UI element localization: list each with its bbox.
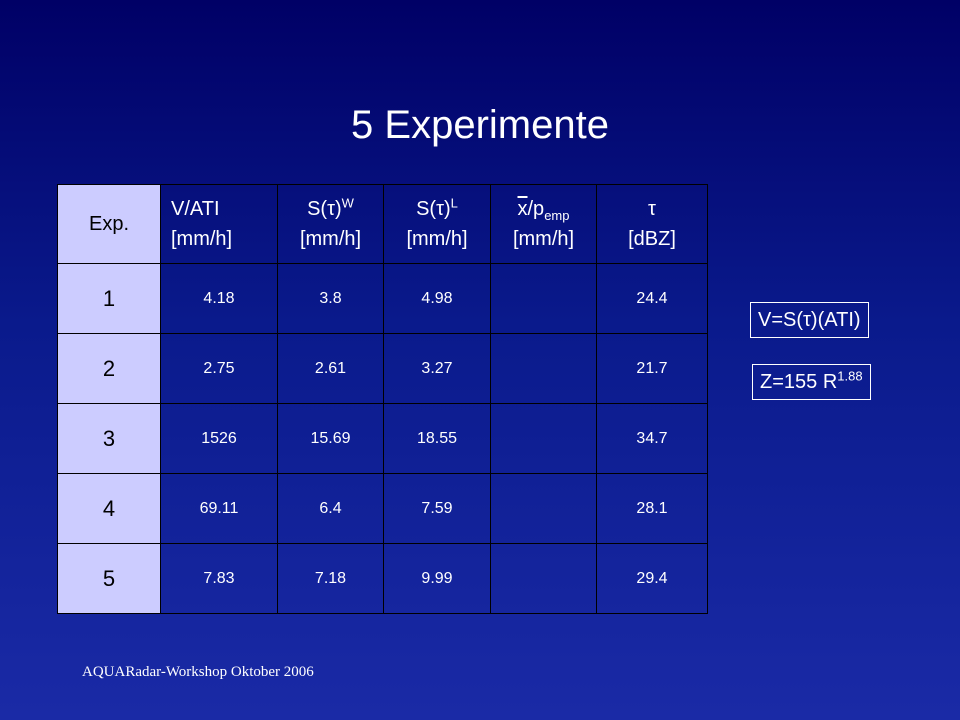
cell-x-p-emp (490, 473, 597, 544)
cell-s-tau-w: 15.69 (277, 403, 384, 474)
header-s-tau-w-unit: [mm/h] (299, 228, 362, 250)
cell-x-p-emp (490, 263, 597, 334)
cell-s-tau-w: 7.18 (277, 543, 384, 614)
cell-s-tau-w: 2.61 (277, 333, 384, 404)
row-exp-number: 1 (57, 263, 161, 334)
header-s-tau-l-unit: [mm/h] (406, 228, 468, 250)
cell-s-tau-l: 7.59 (383, 473, 491, 544)
cell-tau: 29.4 (596, 543, 708, 614)
table-header-row: Exp. V/ATI [mm/h] S(τ)W [mm/h] S(τ)L [mm… (57, 184, 708, 264)
formula-z-r-relation: Z=155 R1.88 (752, 364, 871, 400)
row-exp-number: 4 (57, 473, 161, 544)
cell-s-tau-w: 6.4 (277, 473, 384, 544)
header-exp: Exp. (57, 184, 161, 264)
cell-s-tau-w: 3.8 (277, 263, 384, 334)
cell-s-tau-l: 9.99 (383, 543, 491, 614)
header-tau: τ [dBZ] (596, 184, 708, 264)
table-row: 4 69.11 6.4 7.59 28.1 (57, 473, 708, 544)
table-row: 2 2.75 2.61 3.27 21.7 (57, 333, 708, 404)
formula-v-s-tau-ati: V=S(τ)(ATI) (750, 302, 869, 338)
footer-text: AQUARadar-Workshop Oktober 2006 (82, 664, 314, 680)
header-x-p-emp-unit: [mm/h] (512, 228, 575, 250)
header-tau-unit: [dBZ] (628, 228, 676, 250)
header-x-p-emp-label: x/pemp (517, 198, 570, 223)
cell-x-p-emp (490, 403, 597, 474)
formula-z-r-exponent: 1.88 (837, 368, 863, 384)
cell-tau: 34.7 (596, 403, 708, 474)
cell-v-ati: 4.18 (160, 263, 278, 334)
header-v-ati-label: V/ATI (171, 198, 220, 220)
header-s-tau-l: S(τ)L [mm/h] (383, 184, 491, 264)
header-x-p-emp: x/pemp [mm/h] (490, 184, 597, 264)
header-s-tau-w-label: S(τ)W (307, 195, 354, 220)
header-s-tau-l-label: S(τ)L (416, 195, 458, 220)
row-exp-number: 2 (57, 333, 161, 404)
cell-tau: 24.4 (596, 263, 708, 334)
header-exp-label: Exp. (88, 213, 130, 235)
header-v-ati-unit: [mm/h] (171, 228, 233, 250)
formula-z-r-base: Z=155 R (760, 371, 838, 393)
cell-x-p-emp (490, 543, 597, 614)
row-exp-number: 3 (57, 403, 161, 474)
cell-s-tau-l: 18.55 (383, 403, 491, 474)
cell-s-tau-l: 4.98 (383, 263, 491, 334)
experiments-table: Exp. V/ATI [mm/h] S(τ)W [mm/h] S(τ)L [mm… (57, 184, 708, 614)
row-exp-number: 5 (57, 543, 161, 614)
cell-tau: 28.1 (596, 473, 708, 544)
cell-v-ati: 1526 (160, 403, 278, 474)
cell-v-ati: 2.75 (160, 333, 278, 404)
cell-tau: 21.7 (596, 333, 708, 404)
header-v-ati: V/ATI [mm/h] (160, 184, 278, 264)
table-row: 5 7.83 7.18 9.99 29.4 (57, 543, 708, 614)
table-row: 1 4.18 3.8 4.98 24.4 (57, 263, 708, 334)
header-tau-label: τ (648, 198, 656, 220)
cell-v-ati: 69.11 (160, 473, 278, 544)
table-row: 3 1526 15.69 18.55 34.7 (57, 403, 708, 474)
cell-x-p-emp (490, 333, 597, 404)
cell-v-ati: 7.83 (160, 543, 278, 614)
slide-title: 5 Experimente (351, 103, 609, 147)
cell-s-tau-l: 3.27 (383, 333, 491, 404)
header-s-tau-w: S(τ)W [mm/h] (277, 184, 384, 264)
